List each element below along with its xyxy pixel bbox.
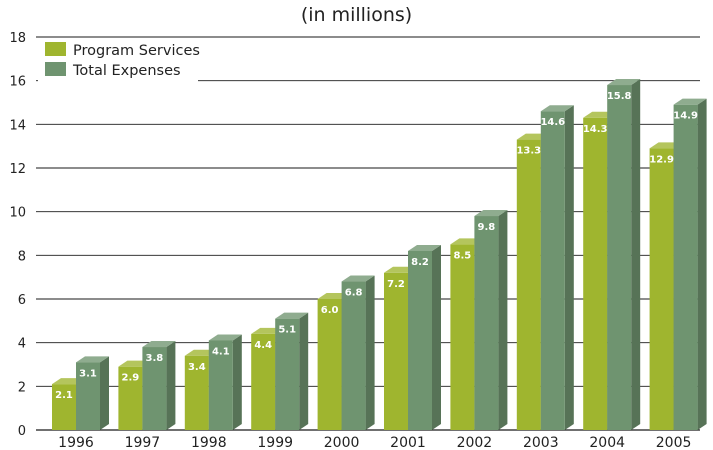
bar-total-expenses-top	[607, 79, 641, 86]
legend-swatch	[45, 42, 66, 56]
data-label: 3.4	[188, 362, 206, 373]
bar-total-expenses	[540, 111, 565, 430]
legend-swatch	[45, 62, 66, 76]
bar-total-expenses-side	[432, 244, 441, 430]
x-tick-label: 1998	[191, 435, 227, 450]
data-label: 13.3	[516, 146, 541, 157]
bar-total-expenses-side	[299, 312, 309, 430]
x-tick-label: 2002	[457, 435, 493, 450]
y-tick-label: 16	[9, 75, 26, 90]
bar-total-expenses	[275, 318, 300, 430]
bar-total-expenses	[208, 340, 233, 430]
bar-total-expenses-top	[408, 244, 441, 251]
bar-total-expenses-top	[540, 105, 574, 112]
y-tick-label: 10	[9, 206, 26, 221]
data-label: 8.5	[454, 250, 472, 261]
bar-total-expenses	[76, 362, 100, 430]
legend-label: Total Expenses	[72, 63, 181, 79]
bar-total-expenses-top	[474, 210, 508, 217]
bar-total-expenses-side	[232, 334, 242, 430]
data-label: 12.9	[649, 154, 674, 165]
y-tick-label: 12	[9, 162, 26, 177]
data-label: 7.2	[387, 279, 405, 290]
bar-total-expenses	[673, 104, 698, 430]
data-label: 3.8	[146, 353, 164, 364]
legend-label: Program Services	[73, 43, 200, 59]
bar-total-expenses-top	[76, 356, 109, 363]
bar-total-expenses	[341, 281, 366, 430]
bar-program-services	[184, 355, 209, 430]
x-tick-label: 2000	[324, 435, 360, 450]
data-label: 2.9	[122, 373, 140, 384]
y-tick-label: 2	[18, 380, 26, 395]
x-tick-label: 1997	[125, 435, 161, 450]
bar-program-services	[317, 299, 342, 430]
data-label: 3.1	[79, 368, 97, 379]
data-label: 6.8	[345, 288, 363, 299]
y-tick-label: 0	[18, 424, 26, 439]
bar-total-expenses-top	[208, 334, 242, 341]
data-label: 2.1	[55, 390, 73, 401]
x-tick-label: 2001	[390, 435, 426, 450]
bar-total-expenses	[142, 347, 167, 430]
y-tick-label: 8	[18, 249, 26, 264]
data-label: 5.1	[278, 325, 296, 336]
bar-program-services	[450, 244, 475, 430]
bar-total-expenses-side	[564, 105, 574, 430]
chart-title: (in millions)	[300, 4, 413, 26]
data-label: 14.6	[540, 117, 565, 128]
bar-total-expenses-side	[498, 210, 508, 430]
bar-program-services	[118, 366, 143, 430]
x-tick-label: 2003	[523, 435, 559, 450]
bar-program-services	[52, 384, 76, 430]
bar-program-services	[516, 139, 541, 430]
x-tick-label: 2005	[656, 435, 692, 450]
bar-total-expenses-side	[631, 79, 641, 431]
x-tick-label: 2004	[589, 435, 625, 450]
bar-total-expenses	[474, 216, 499, 430]
bar-total-expenses-top	[275, 312, 309, 319]
y-tick-label: 6	[18, 293, 26, 308]
bar-program-services	[251, 333, 276, 430]
bar-program-services	[583, 117, 608, 431]
bar-total-expenses-side	[166, 341, 176, 430]
data-label: 8.2	[411, 257, 429, 268]
data-label: 9.8	[478, 222, 496, 233]
bar-total-expenses-top	[341, 275, 375, 282]
bar-program-services	[649, 148, 674, 430]
x-tick-label: 1996	[58, 435, 94, 450]
data-label: 15.8	[607, 91, 632, 102]
data-label: 14.3	[583, 124, 608, 135]
y-tick-label: 18	[9, 31, 26, 46]
bar-program-services	[384, 272, 408, 430]
data-label: 4.4	[254, 340, 272, 351]
bar-total-expenses-top	[142, 341, 176, 348]
data-label: 4.1	[212, 346, 230, 357]
bar-total-expenses-side	[697, 98, 707, 430]
x-tick-label: 1999	[257, 435, 293, 450]
y-tick-label: 4	[18, 337, 26, 352]
data-label: 14.9	[673, 111, 698, 122]
bar-total-expenses	[607, 85, 632, 431]
bar-total-expenses-side	[365, 275, 375, 430]
bar-total-expenses-top	[673, 98, 707, 105]
bar-total-expenses-side	[100, 356, 109, 430]
y-tick-label: 14	[9, 118, 26, 133]
bar-total-expenses	[408, 250, 432, 430]
data-label: 6.0	[321, 305, 339, 316]
